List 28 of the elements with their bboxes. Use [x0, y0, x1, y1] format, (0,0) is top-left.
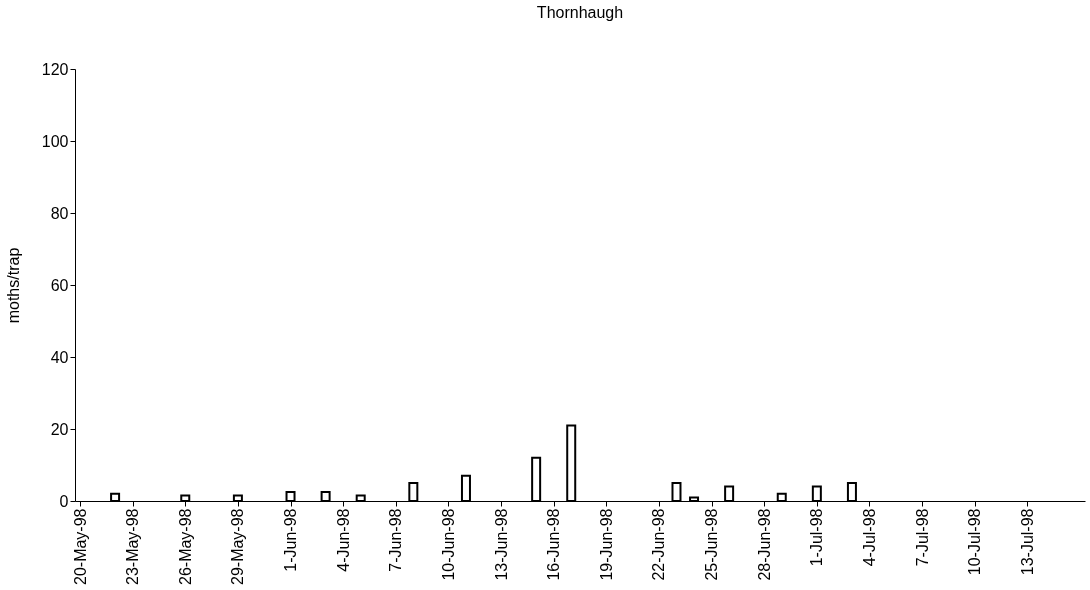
x-tick-label: 7-Jul-98: [913, 508, 931, 567]
x-tick-label: 25-Jun-98: [703, 508, 721, 581]
y-tick-label: 60: [50, 276, 69, 294]
chart-title: Thornhaugh: [536, 4, 624, 21]
x-tick-label: 26-May-98: [176, 508, 194, 585]
y-axis-title: moths/trap: [4, 247, 22, 324]
x-tick-label: 28-Jun-98: [755, 508, 773, 581]
x-tick-label: 22-Jun-98: [650, 508, 668, 581]
x-tick-label: 19-Jun-98: [597, 508, 615, 581]
y-tick-label: 0: [59, 492, 69, 510]
y-tick-label: 80: [50, 204, 69, 222]
y-tick-label: 20: [50, 420, 69, 438]
x-tick-label: 29-May-98: [229, 508, 247, 585]
y-tick-label: 100: [41, 132, 69, 150]
x-tick-label: 1-Jul-98: [808, 508, 826, 567]
x-tick-label: 13-Jul-98: [1018, 508, 1036, 576]
x-tick-label: 10-Jul-98: [966, 508, 984, 576]
x-tick-label: 16-Jun-98: [545, 508, 563, 581]
x-tick-label: 7-Jun-98: [387, 508, 405, 572]
y-tick-label: 120: [41, 60, 69, 78]
x-tick-label: 1-Jun-98: [282, 508, 300, 572]
y-tick-label: 40: [50, 348, 69, 366]
x-tick-label: 23-May-98: [124, 508, 142, 585]
x-tick-label: 4-Jul-98: [860, 508, 878, 567]
x-tick-label: 20-May-98: [71, 508, 89, 585]
x-tick-label: 13-Jun-98: [492, 508, 510, 581]
x-tick-label: 4-Jun-98: [334, 508, 352, 572]
x-tick-label: 10-Jun-98: [439, 508, 457, 581]
